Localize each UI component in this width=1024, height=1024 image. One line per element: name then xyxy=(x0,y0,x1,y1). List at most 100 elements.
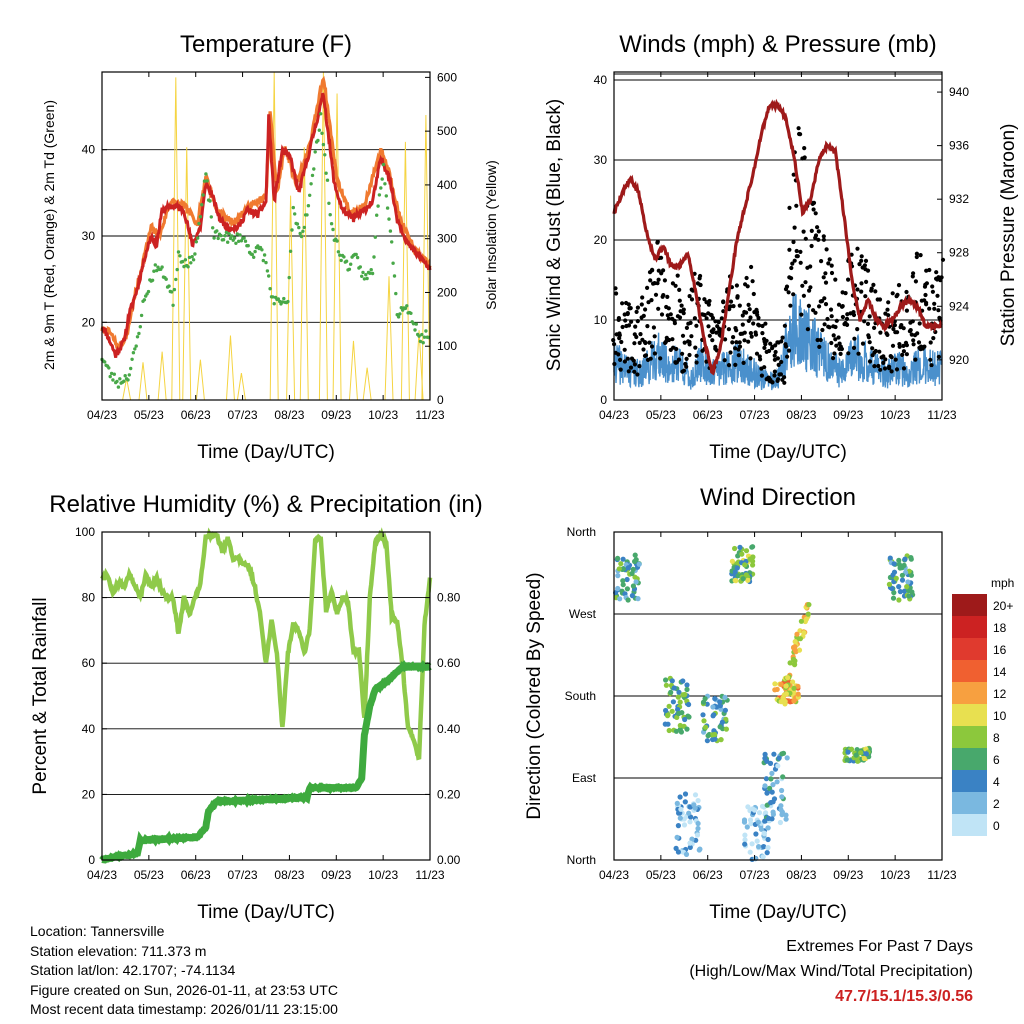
gust-point xyxy=(901,349,907,354)
gust-point xyxy=(856,351,861,356)
dewpoint-point xyxy=(308,193,312,197)
direction-point xyxy=(675,823,682,829)
dewpoint-point xyxy=(146,289,151,294)
direction-point xyxy=(767,785,773,792)
gust-point xyxy=(684,364,689,369)
gust-point xyxy=(813,211,818,216)
winds-xtick-label: 10/23 xyxy=(880,408,910,422)
gust-point xyxy=(787,205,792,210)
gust-point xyxy=(791,172,796,177)
dewpoint-point xyxy=(197,221,201,226)
gust-point xyxy=(882,366,888,371)
gust-point xyxy=(932,306,937,311)
gust-point xyxy=(859,254,864,259)
speed-legend: mph 20+ 18 16 14 12 10 8 6 4 2 0 xyxy=(952,576,1014,836)
direction-point xyxy=(769,789,775,795)
gust-point xyxy=(876,363,881,369)
direction-point xyxy=(893,575,899,582)
dewpoint-point xyxy=(329,222,334,226)
direction-point xyxy=(754,838,760,844)
direction-point xyxy=(747,849,753,855)
gust-point xyxy=(681,311,686,316)
gust-point xyxy=(822,322,827,327)
dewpoint-point xyxy=(215,229,219,233)
gust-point xyxy=(845,312,850,317)
direction-point xyxy=(765,845,771,851)
direction-point xyxy=(796,647,803,653)
dewpoint-point xyxy=(417,334,421,338)
speed-legend-label: 16 xyxy=(993,643,1007,657)
gust-point xyxy=(896,283,902,288)
dewpoint-point xyxy=(323,153,327,157)
gust-point xyxy=(870,346,875,351)
direction-point xyxy=(695,798,701,804)
humidity-xtick-label: 06/23 xyxy=(181,868,211,882)
gust-point xyxy=(746,339,751,344)
dewpoint-point xyxy=(174,277,178,282)
gust-point xyxy=(802,146,807,151)
direction-point xyxy=(785,675,791,681)
dewpoint-point xyxy=(137,331,141,336)
gust-point xyxy=(832,351,837,356)
dewpoint-point xyxy=(422,335,427,339)
dewpoint-point xyxy=(150,278,155,282)
gust-point xyxy=(652,351,658,356)
dewpoint-point xyxy=(312,167,316,171)
gust-point xyxy=(728,299,734,304)
dewpoint-point xyxy=(239,239,244,243)
dewpoint-point xyxy=(413,328,417,332)
gust-point xyxy=(626,369,631,374)
direction-point xyxy=(677,722,683,729)
direction-point xyxy=(896,557,902,564)
direction-point xyxy=(677,794,683,800)
gust-point xyxy=(849,252,854,257)
dewpoint-point xyxy=(252,255,256,259)
gust-point xyxy=(924,281,930,286)
direction-point xyxy=(671,685,677,691)
gust-point xyxy=(904,352,910,357)
speed-legend-label: 6 xyxy=(993,753,1000,767)
direction-point xyxy=(685,713,691,719)
winds-ytick-right-label: 924 xyxy=(949,299,969,313)
gust-point xyxy=(635,305,641,310)
direction-point xyxy=(806,602,812,608)
direction-point xyxy=(670,699,677,705)
gust-point xyxy=(891,326,896,332)
dewpoint-point xyxy=(256,244,260,248)
gust-point xyxy=(625,311,630,317)
humidity-xtick-label: 11/23 xyxy=(415,868,444,882)
winds-ytick-right-label: 932 xyxy=(949,192,969,206)
speed-legend-swatch xyxy=(952,616,987,638)
gust-point xyxy=(780,335,785,340)
dewpoint-point xyxy=(180,259,185,264)
gust-point xyxy=(770,346,775,351)
dewpoint-point xyxy=(134,344,138,348)
gust-point xyxy=(869,288,874,293)
direction-point xyxy=(677,699,683,705)
gust-point xyxy=(649,344,655,349)
dewpoint-point xyxy=(205,179,209,183)
gust-point xyxy=(794,248,799,254)
temperature-ytick-label: 30 xyxy=(82,229,96,243)
gust-point xyxy=(751,321,756,326)
dewpoint-point xyxy=(130,357,134,361)
gust-point xyxy=(817,344,822,349)
temperature-xtick-label: 11/23 xyxy=(415,408,444,422)
gust-point xyxy=(618,357,623,362)
gust-point xyxy=(867,340,872,345)
gust-point xyxy=(930,284,935,289)
wind-direction-ytick-label: North xyxy=(567,525,596,539)
wind-direction-xtick-label: 07/23 xyxy=(740,868,770,882)
direction-point xyxy=(778,681,784,688)
direction-point xyxy=(732,545,738,552)
gust-point xyxy=(833,337,838,342)
direction-point xyxy=(712,696,718,702)
gust-point xyxy=(672,321,678,326)
direction-point xyxy=(783,816,789,822)
direction-point xyxy=(632,558,638,565)
gust-point xyxy=(748,315,753,320)
gust-point xyxy=(680,351,685,356)
direction-point xyxy=(742,832,748,838)
direction-point xyxy=(778,803,784,809)
station-elevation: Station elevation: 711.373 m xyxy=(30,942,207,959)
